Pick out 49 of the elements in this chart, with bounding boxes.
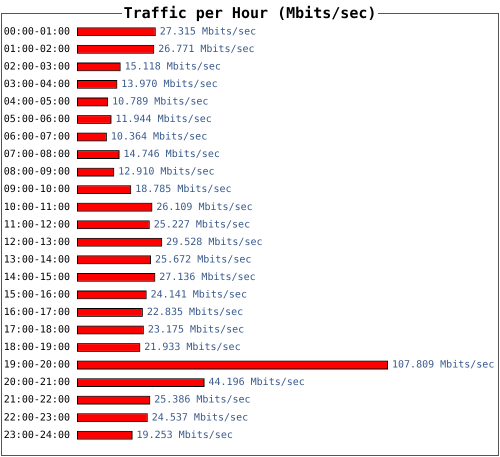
data-label: 24.537 Mbits/sec bbox=[152, 412, 248, 424]
data-label: 14.746 Mbits/sec bbox=[124, 149, 220, 160]
y-tick-label: 01:00-02:00 bbox=[4, 44, 70, 55]
data-label: 10.789 Mbits/sec bbox=[112, 96, 208, 108]
y-tick-label: 10:00-11:00 bbox=[4, 202, 70, 213]
data-label: 10.364 Mbits/sec bbox=[110, 132, 208, 143]
y-tick-label: 04:00-05:00 bbox=[4, 96, 70, 108]
data-label: 27.315 Mbits/sec bbox=[160, 26, 256, 38]
data-label: 24.141 Mbits/sec bbox=[150, 289, 247, 300]
y-tick-label: 11:00-12:00 bbox=[4, 219, 70, 230]
data-label: 25.386 Mbits/sec bbox=[154, 394, 251, 406]
y-tick-label: 00:00-01:00 bbox=[4, 26, 70, 38]
y-tick-label: 19:00-20:00 bbox=[4, 360, 70, 371]
y-tick-label: 05:00-06:00 bbox=[4, 114, 70, 126]
data-label: 26.771 Mbits/sec bbox=[158, 44, 255, 55]
data-label: 23.175 Mbits/sec bbox=[148, 324, 244, 336]
data-label: 26.109 Mbits/sec bbox=[156, 202, 253, 213]
data-label: 25.672 Mbits/sec bbox=[155, 254, 252, 266]
data-label: 29.528 Mbits/sec bbox=[166, 236, 263, 248]
y-tick-label: 21:00-22:00 bbox=[4, 394, 70, 406]
y-tick-label: 12:00-13:00 bbox=[4, 236, 70, 248]
data-label: 27.136 Mbits/sec bbox=[159, 272, 256, 283]
y-tick-label: 13:00-14:00 bbox=[4, 254, 70, 266]
y-tick-label: 20:00-21:00 bbox=[4, 377, 70, 388]
y-tick-label: 09:00-10:00 bbox=[4, 184, 70, 196]
data-label: 25.227 Mbits/sec bbox=[154, 219, 250, 230]
y-tick-label: 02:00-03:00 bbox=[4, 61, 70, 72]
y-tick-label: 18:00-19:00 bbox=[4, 342, 70, 354]
data-label: 18.785 Mbits/sec bbox=[135, 184, 232, 196]
y-tick-label: 17:00-18:00 bbox=[4, 324, 70, 336]
data-label: 12.910 Mbits/sec bbox=[118, 166, 215, 178]
y-tick-label: 22:00-23:00 bbox=[4, 412, 70, 424]
y-tick-label: 03:00-04:00 bbox=[4, 78, 70, 90]
chart-title: Traffic per Hour (Mbits/sec) bbox=[122, 4, 378, 22]
y-tick-label: 06:00-07:00 bbox=[4, 132, 70, 143]
data-label: 22.835 Mbits/sec bbox=[146, 307, 244, 318]
data-label: 11.944 Mbits/sec bbox=[115, 114, 212, 126]
y-tick-label: 15:00-16:00 bbox=[4, 289, 70, 300]
y-tick-label: 14:00-15:00 bbox=[4, 272, 70, 283]
data-label: 13.970 Mbits/sec bbox=[121, 78, 218, 90]
y-tick-label: 23:00-24:00 bbox=[4, 430, 70, 441]
data-label: 107.809 Mbits/sec bbox=[392, 360, 494, 371]
data-label: 44.196 Mbits/sec bbox=[208, 377, 305, 388]
y-tick-label: 16:00-17:00 bbox=[4, 307, 70, 318]
data-label: 21.933 Mbits/sec bbox=[144, 342, 241, 354]
y-tick-label: 07:00-08:00 bbox=[4, 149, 70, 160]
y-tick-label: 08:00-09:00 bbox=[4, 166, 70, 178]
data-label: 15.118 Mbits/sec bbox=[124, 61, 221, 72]
data-label: 19.253 Mbits/sec bbox=[136, 430, 233, 441]
